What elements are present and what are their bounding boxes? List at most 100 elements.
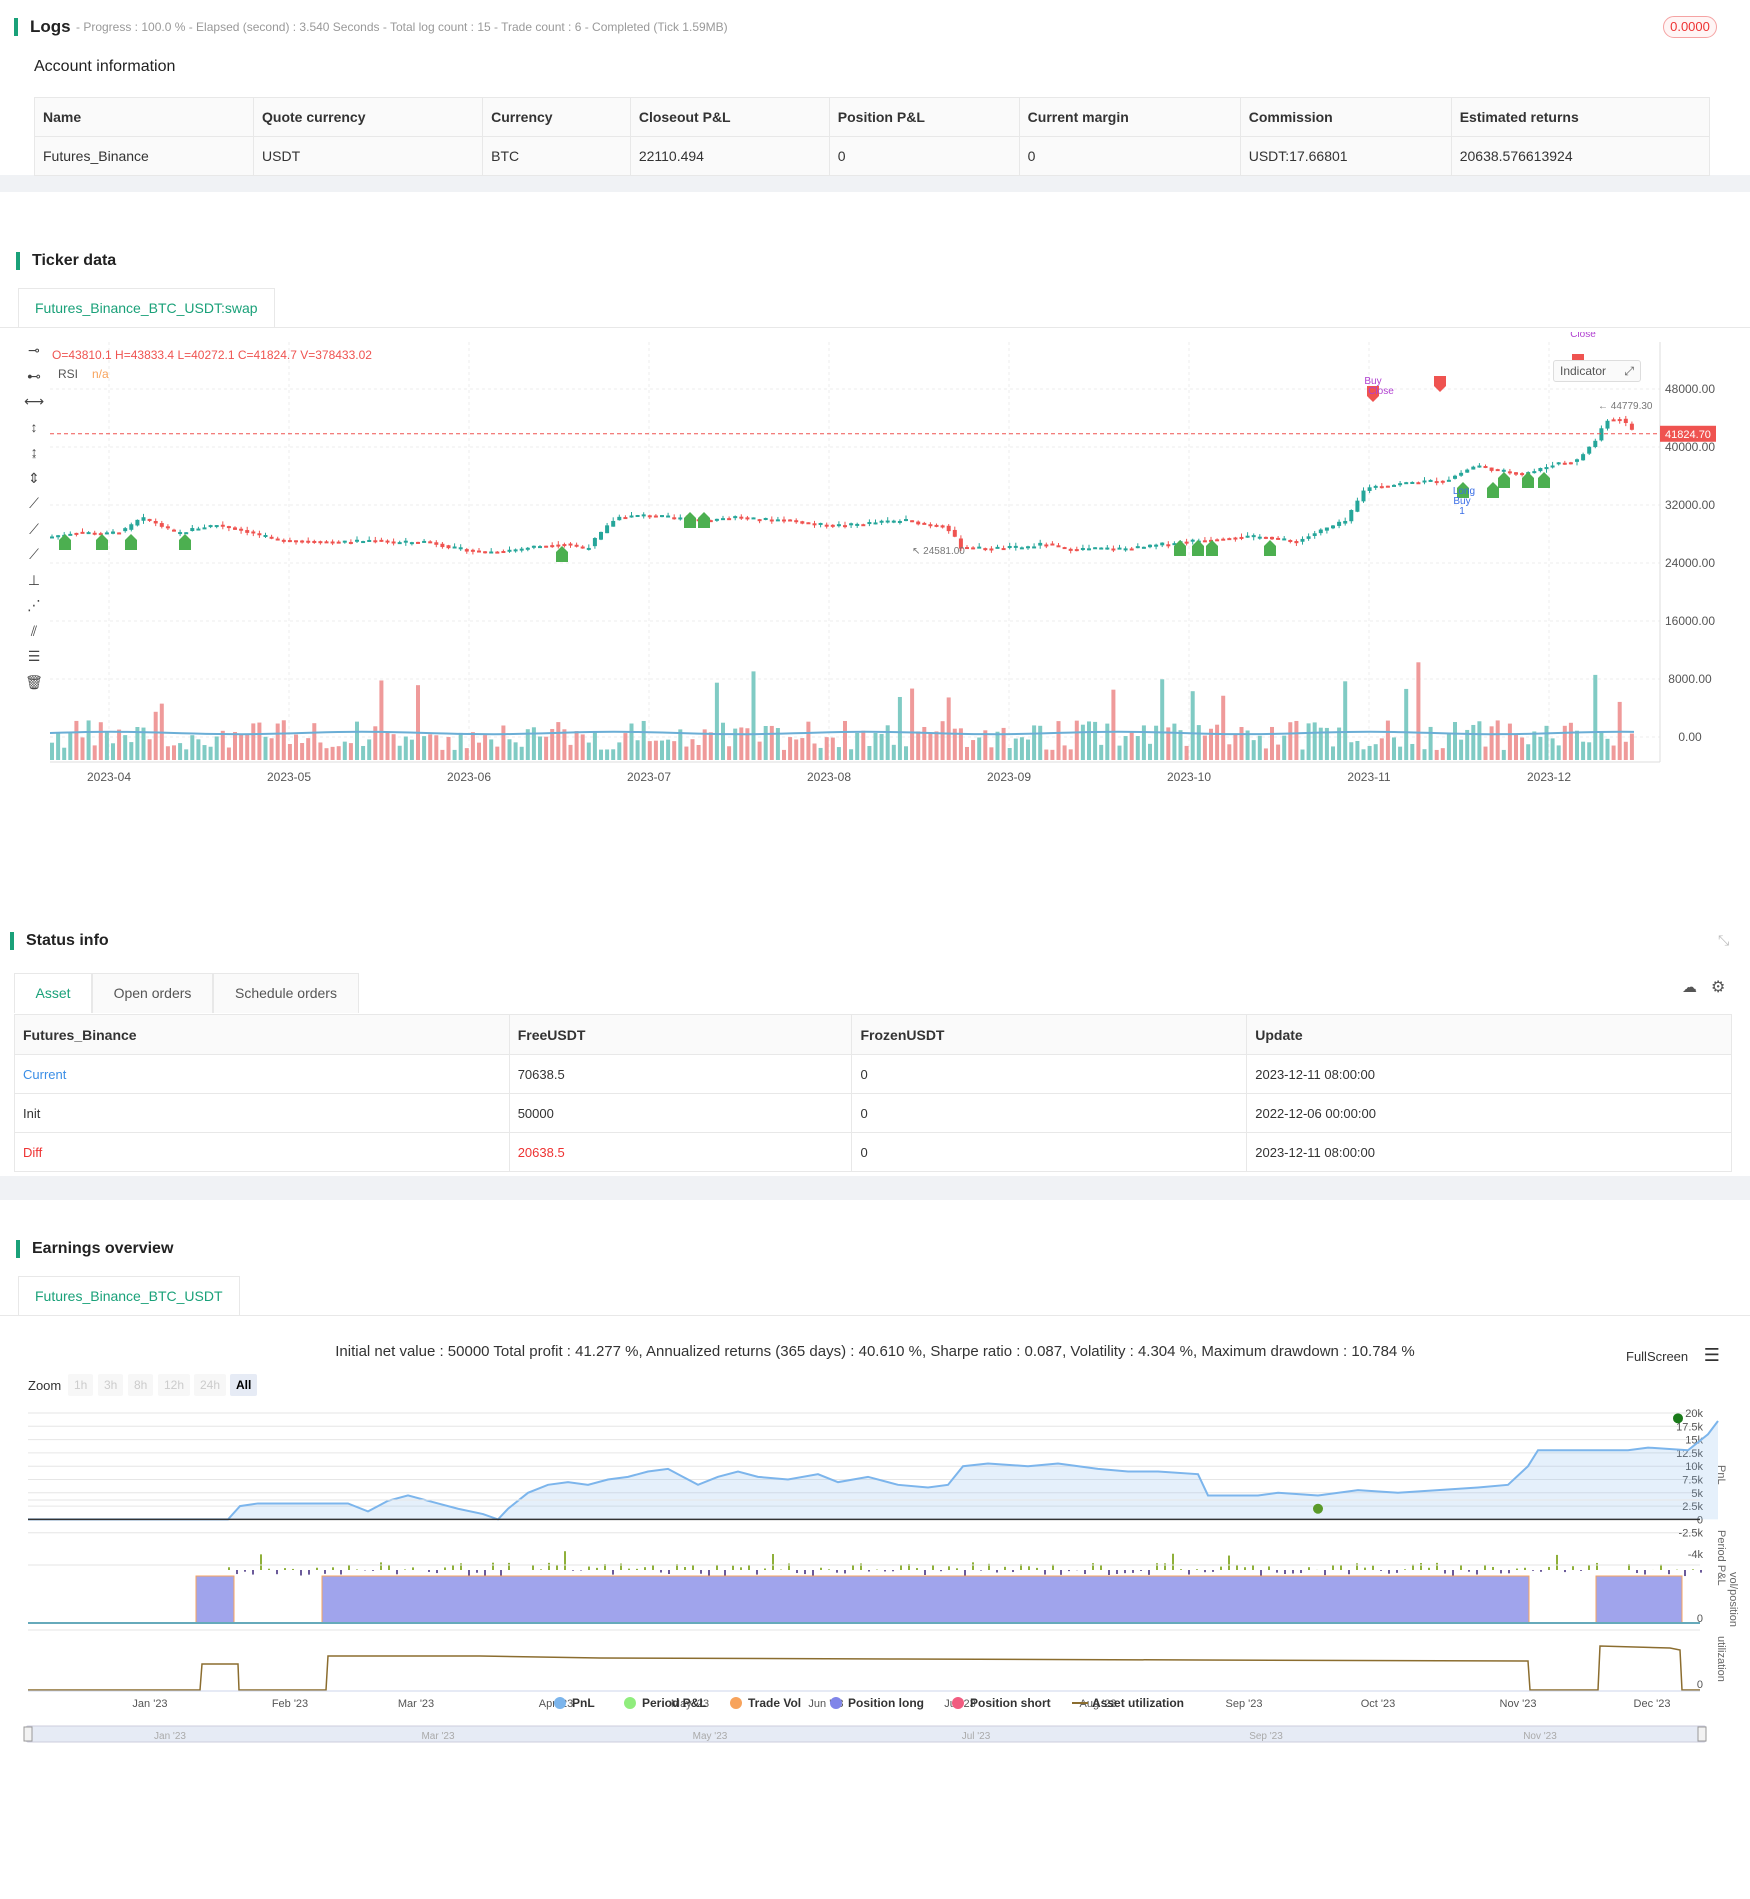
candle-body bbox=[538, 546, 542, 549]
candle-body bbox=[74, 532, 79, 535]
fullscreen-button[interactable]: FullScreen ☰ bbox=[1626, 1345, 1720, 1366]
pnl-tick-label: 7.5k bbox=[1682, 1475, 1703, 1487]
period-pnl-bar bbox=[1668, 1570, 1670, 1575]
tab-earnings-symbol[interactable]: Futures_Binance_BTC_USDT bbox=[18, 1276, 240, 1316]
account-header-cell: Quote currency bbox=[253, 97, 484, 137]
earnings-panel: Earnings overview Futures_Binance_BTC_US… bbox=[0, 1200, 1750, 1899]
candle-body bbox=[1093, 547, 1098, 550]
ticker-title: Ticker data bbox=[16, 252, 116, 270]
draw-tool-icon[interactable]: ⟷ bbox=[23, 393, 45, 409]
volume-bar bbox=[324, 748, 329, 760]
zoom-3h-button[interactable]: 3h bbox=[98, 1374, 124, 1396]
period-pnl-bar bbox=[308, 1570, 310, 1575]
candle-body bbox=[574, 544, 579, 547]
volume-bar bbox=[1544, 725, 1549, 760]
period-pnl-bar bbox=[284, 1568, 286, 1570]
zoom-24h-button[interactable]: 24h bbox=[194, 1374, 227, 1396]
candle-body bbox=[1233, 537, 1238, 540]
period-pnl-bar bbox=[588, 1566, 590, 1570]
period-pnl-bar bbox=[1516, 1568, 1518, 1570]
draw-tool-icon[interactable]: ⫽ bbox=[30, 622, 38, 639]
draw-tool-icon[interactable]: 🗑 bbox=[25, 673, 43, 690]
status-cell: 0 bbox=[851, 1054, 1248, 1094]
period-pnl-bar bbox=[292, 1568, 294, 1570]
volume-bar bbox=[1074, 720, 1079, 760]
tab-open-orders[interactable]: Open orders bbox=[92, 973, 213, 1013]
buy-signal-marker bbox=[1457, 482, 1469, 498]
candle-body bbox=[1373, 485, 1378, 488]
high-price-label: ← 44779.30 bbox=[1598, 401, 1653, 412]
period-pnl-bar bbox=[548, 1562, 550, 1570]
tab-schedule-orders[interactable]: Schedule orders bbox=[213, 973, 359, 1013]
draw-tool-icon[interactable]: ⋰ bbox=[27, 597, 41, 613]
candle-body bbox=[922, 522, 927, 525]
volume-bar bbox=[885, 725, 890, 760]
volume-bar bbox=[989, 747, 994, 760]
draw-tool-icon[interactable]: ⟋ bbox=[29, 520, 39, 537]
candlestick-chart[interactable]: 48000.00 40000.00 32000.00 24000.00 16000.00… bbox=[0, 332, 1750, 912]
draw-tool-icon[interactable]: ⇕ bbox=[28, 469, 40, 486]
volume-bar bbox=[745, 728, 750, 760]
draw-tool-icon[interactable]: ⊥ bbox=[27, 571, 41, 588]
candle-body bbox=[745, 517, 750, 520]
candle-body bbox=[367, 539, 372, 542]
candle-body bbox=[1617, 419, 1622, 422]
volume-bar bbox=[1392, 737, 1396, 760]
period-pnl-bar bbox=[340, 1570, 342, 1575]
draw-tool-icon[interactable]: ↨ bbox=[30, 444, 38, 460]
tab-ticker-symbol[interactable]: Futures_Binance_BTC_USDT:swap bbox=[18, 288, 275, 328]
period-pnl-bar bbox=[1476, 1570, 1478, 1575]
candle-body bbox=[1331, 525, 1335, 529]
gear-icon[interactable]: ⚙ bbox=[1711, 979, 1726, 996]
account-cell: 0 bbox=[1018, 136, 1241, 176]
period-pnl-bar bbox=[1564, 1570, 1566, 1573]
period-pnl-bar bbox=[1308, 1567, 1310, 1570]
draw-tool-icon[interactable]: ↕ bbox=[30, 418, 38, 435]
candle-body bbox=[452, 546, 457, 549]
draw-tool-icon[interactable]: ⟋ bbox=[29, 546, 39, 562]
volume-bar bbox=[684, 746, 689, 760]
candle-body bbox=[111, 531, 115, 534]
zoom-1h-button[interactable]: 1h bbox=[68, 1374, 94, 1396]
volume-bar bbox=[1093, 721, 1098, 760]
indicator-button[interactable]: Indicator ⤢ bbox=[1553, 360, 1641, 382]
candle-body bbox=[873, 522, 878, 525]
volume-bar bbox=[312, 723, 317, 760]
volume-bar bbox=[977, 737, 982, 760]
expand-icon[interactable]: ⤢ bbox=[1624, 364, 1634, 378]
volume-bar bbox=[1019, 737, 1024, 760]
volume-bar bbox=[1160, 679, 1165, 760]
volume-bar bbox=[1605, 738, 1610, 760]
draw-tool-icon[interactable]: ⊸ bbox=[28, 342, 40, 358]
candle-body bbox=[965, 547, 969, 550]
earnings-chart[interactable]: 20k17.5k15k12.5k10k7.5k5k2.5k0-2.5kPnL-4… bbox=[0, 1400, 1750, 1899]
zoom-12h-button[interactable]: 12h bbox=[158, 1374, 191, 1396]
account-cell: 22110.494 bbox=[629, 136, 830, 176]
zoom-All-button[interactable]: All bbox=[230, 1374, 258, 1396]
draw-tool-icon[interactable]: ⟋ bbox=[29, 495, 39, 511]
candle-body bbox=[348, 541, 353, 544]
draw-tool-icon[interactable]: ⊷ bbox=[27, 367, 41, 384]
legend-dot-icon bbox=[952, 1697, 964, 1709]
period-pnl-bar bbox=[1300, 1570, 1302, 1574]
candle-body bbox=[440, 543, 445, 548]
volume-bar bbox=[836, 747, 841, 760]
candle-body bbox=[1416, 482, 1421, 485]
volume-bar bbox=[1343, 681, 1348, 760]
candle-body bbox=[995, 546, 1000, 549]
candle-body bbox=[1318, 529, 1323, 534]
draw-tool-icon[interactable]: ☰ bbox=[27, 648, 41, 664]
candle-body bbox=[928, 524, 933, 527]
candle-body bbox=[843, 525, 847, 528]
candle-body bbox=[1215, 539, 1220, 542]
sell-signal-marker bbox=[1434, 376, 1446, 392]
zoom-8h-button[interactable]: 8h bbox=[128, 1374, 154, 1396]
volume-bar bbox=[117, 729, 122, 760]
tab-asset[interactable]: Asset bbox=[14, 973, 92, 1013]
menu-icon[interactable]: ☰ bbox=[1703, 1345, 1720, 1365]
collapse-icon[interactable]: ⤡ bbox=[1718, 932, 1730, 948]
logs-badge[interactable]: 0.0000 bbox=[1663, 16, 1717, 38]
cloud-icon[interactable]: ☁ bbox=[1682, 979, 1697, 996]
volume-bar bbox=[1312, 722, 1317, 760]
period-pnl-bar bbox=[956, 1568, 958, 1570]
